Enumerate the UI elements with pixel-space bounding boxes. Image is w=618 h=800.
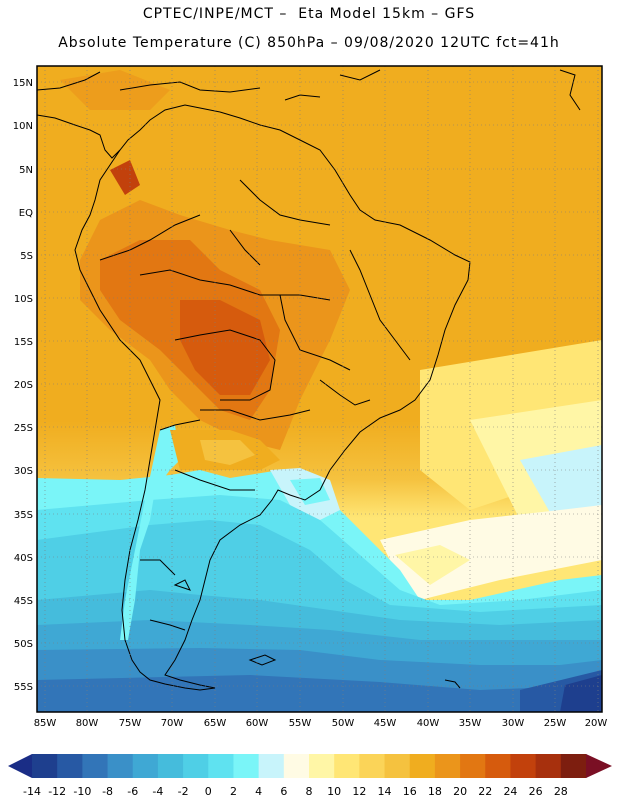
overflow-arrow [586, 754, 612, 778]
lat-label: 25S [14, 423, 33, 434]
color-scale-box [560, 754, 587, 778]
lon-label: 35W [459, 718, 482, 729]
color-scale-label: 20 [453, 785, 467, 798]
lat-label: 10S [14, 294, 33, 305]
color-scale-label: 6 [280, 785, 287, 798]
color-scale-box [535, 754, 562, 778]
color-scale-label: 0 [205, 785, 212, 798]
color-scale-box [233, 754, 260, 778]
color-scale-box [409, 754, 436, 778]
color-scale-label: 2 [230, 785, 237, 798]
color-scale-box [183, 754, 209, 778]
lon-label: 30W [502, 718, 525, 729]
color-scale-label: 16 [403, 785, 417, 798]
color-scale-label: -4 [152, 785, 163, 798]
color-scale-box [57, 754, 83, 778]
color-scale-box [82, 754, 109, 778]
title-line-1: CPTEC/INPE/MCT – Eta Model 15km – GFS [142, 6, 476, 22]
lat-label: EQ [19, 208, 33, 219]
color-scale-labels: -14 -12 -10 -8 -6 -4 -2 0 2 4 6 8 10 12 14 16 18 20 22 24 26… [23, 785, 568, 798]
lat-label: 20S [14, 380, 33, 391]
lat-label: 45S [14, 596, 33, 607]
color-scale-label: 12 [352, 785, 366, 798]
color-scale-box [309, 754, 335, 778]
lat-label: 40S [14, 553, 33, 564]
color-scale-box [132, 754, 159, 778]
lon-label: 45W [374, 718, 397, 729]
title-line-2: Absolute Temperature (C) 850hPa – 09/08/… [58, 35, 560, 51]
color-scale-box [32, 754, 58, 778]
color-scale-label: -14 [23, 785, 41, 798]
temperature-field [37, 66, 602, 712]
lon-label: 50W [332, 718, 355, 729]
color-scale-box [434, 754, 461, 778]
underflow-arrow [8, 754, 32, 778]
latitude-labels: 15N 10N 5N EQ 5S 10S 15S 20S 25S 30S 35S… [13, 78, 33, 693]
color-scale-legend: -14 -12 -10 -8 -6 -4 -2 0 2 4 6 8 10 12 14 16 18 20 22 24 26… [8, 754, 612, 798]
longitude-labels: 85W 80W 75W 70W 65W 60W 55W 50W 45W 40W … [34, 718, 608, 729]
color-scale-label: 14 [378, 785, 392, 798]
color-scale-box [258, 754, 285, 778]
color-scale-label: 10 [327, 785, 341, 798]
coastline [37, 69, 581, 691]
color-scale-boxes [32, 754, 587, 778]
lon-label: 20W [585, 718, 608, 729]
lat-label: 10N [13, 121, 33, 132]
color-scale-label: -2 [178, 785, 189, 798]
lat-label: 55S [14, 682, 33, 693]
color-scale-box [157, 754, 184, 778]
lon-label: 85W [34, 718, 57, 729]
lat-label: 50S [14, 639, 33, 650]
color-scale-label: -6 [127, 785, 138, 798]
lat-label: 15N [13, 78, 33, 89]
lat-label: 35S [14, 510, 33, 521]
lon-label: 40W [417, 718, 440, 729]
lon-label: 60W [246, 718, 269, 729]
color-scale-label: 24 [503, 785, 517, 798]
lon-label: 75W [119, 718, 142, 729]
lat-label: 15S [14, 337, 33, 348]
color-scale-box [460, 754, 486, 778]
lon-label: 80W [76, 718, 99, 729]
color-scale-box [485, 754, 511, 778]
color-scale-box [334, 754, 360, 778]
lon-label: 25W [544, 718, 567, 729]
color-scale-label: 22 [478, 785, 492, 798]
color-scale-label: 18 [428, 785, 442, 798]
map-frame [36, 65, 603, 713]
color-scale-label: -12 [48, 785, 66, 798]
color-scale-label: 26 [529, 785, 543, 798]
lon-label: 70W [161, 718, 184, 729]
color-scale-label: 4 [255, 785, 262, 798]
color-scale-label: 28 [554, 785, 568, 798]
color-scale-box [208, 754, 234, 778]
temperature-map: 15N 10N 5N EQ 5S 10S 15S 20S 25S 30S 35S… [13, 65, 608, 729]
lat-label: 5S [20, 251, 33, 262]
color-scale-box [384, 754, 411, 778]
color-scale-box [510, 754, 537, 778]
color-scale-label: -8 [102, 785, 113, 798]
lat-label: 5N [19, 165, 33, 176]
color-scale-box [283, 754, 310, 778]
lon-label: 65W [204, 718, 227, 729]
lat-label: 30S [14, 466, 33, 477]
color-scale-box [359, 754, 386, 778]
color-scale-box [107, 754, 134, 778]
lon-label: 55W [289, 718, 312, 729]
color-scale-label: 8 [306, 785, 313, 798]
color-scale-label: -10 [73, 785, 91, 798]
